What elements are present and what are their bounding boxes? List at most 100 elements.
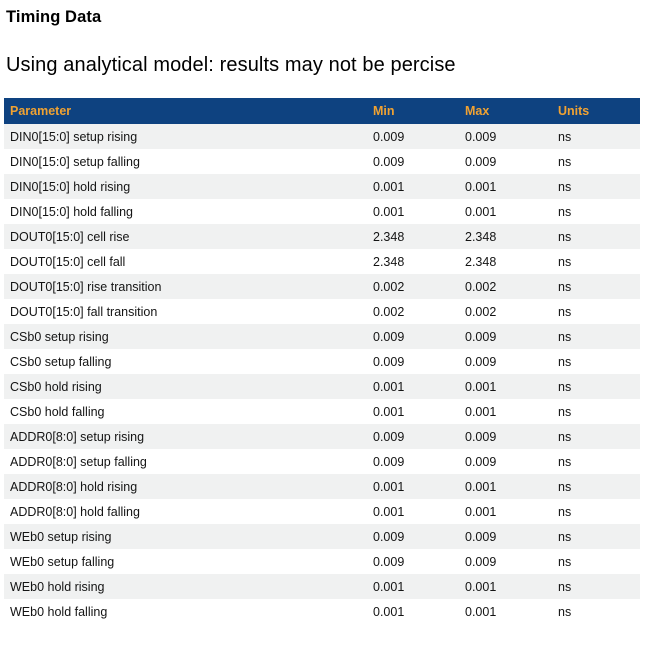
table-row: WEb0 setup rising 0.009 0.009 ns xyxy=(4,524,640,549)
timing-data-table: Parameter Min Max Units DIN0[15:0] setup… xyxy=(4,98,640,624)
max-cell: 0.001 xyxy=(465,604,497,619)
parameter-cell: WEb0 hold rising xyxy=(10,579,105,594)
table-row: WEb0 hold rising 0.001 0.001 ns xyxy=(4,574,640,599)
table-header-row: Parameter Min Max Units xyxy=(4,98,640,124)
units-cell: ns xyxy=(558,504,572,519)
min-cell: 0.001 xyxy=(373,204,405,219)
table-row: CSb0 hold rising 0.001 0.001 ns xyxy=(4,374,640,399)
parameter-cell: DIN0[15:0] setup rising xyxy=(10,129,138,144)
parameter-cell: WEb0 setup rising xyxy=(10,529,112,544)
max-cell: 0.009 xyxy=(465,354,497,369)
table-row: ADDR0[8:0] setup rising 0.009 0.009 ns xyxy=(4,424,640,449)
parameter-cell: CSb0 hold falling xyxy=(10,404,105,419)
units-cell: ns xyxy=(558,579,572,594)
parameter-cell: DIN0[15:0] hold rising xyxy=(10,179,131,194)
parameter-cell: CSb0 setup rising xyxy=(10,329,109,344)
max-cell: 0.009 xyxy=(465,329,497,344)
units-cell: ns xyxy=(558,604,572,619)
column-header-units: Units xyxy=(552,98,640,124)
min-cell: 0.009 xyxy=(373,129,405,144)
table-row: CSb0 setup rising 0.009 0.009 ns xyxy=(4,324,640,349)
table-row: ADDR0[8:0] hold falling 0.001 0.001 ns xyxy=(4,499,640,524)
min-cell: 0.009 xyxy=(373,329,405,344)
min-cell: 0.009 xyxy=(373,529,405,544)
units-cell: ns xyxy=(558,429,572,444)
max-cell: 0.009 xyxy=(465,554,497,569)
max-cell: 0.001 xyxy=(465,404,497,419)
min-cell: 2.348 xyxy=(373,229,405,244)
min-cell: 0.009 xyxy=(373,454,405,469)
max-cell: 0.002 xyxy=(465,279,497,294)
units-cell: ns xyxy=(558,229,572,244)
units-cell: ns xyxy=(558,454,572,469)
units-cell: ns xyxy=(558,179,572,194)
parameter-cell: DOUT0[15:0] cell fall xyxy=(10,254,126,269)
parameter-cell: CSb0 setup falling xyxy=(10,354,112,369)
table-row: ADDR0[8:0] hold rising 0.001 0.001 ns xyxy=(4,474,640,499)
units-cell: ns xyxy=(558,279,572,294)
units-cell: ns xyxy=(558,154,572,169)
parameter-cell: ADDR0[8:0] setup falling xyxy=(10,454,147,469)
max-cell: 0.001 xyxy=(465,579,497,594)
table-row: CSb0 hold falling 0.001 0.001 ns xyxy=(4,399,640,424)
min-cell: 0.001 xyxy=(373,604,405,619)
page-title: Timing Data xyxy=(6,8,102,26)
min-cell: 2.348 xyxy=(373,254,405,269)
table-row: DIN0[15:0] setup rising 0.009 0.009 ns xyxy=(4,124,640,149)
max-cell: 0.001 xyxy=(465,204,497,219)
table-row: WEb0 setup falling 0.009 0.009 ns xyxy=(4,549,640,574)
units-cell: ns xyxy=(558,379,572,394)
parameter-cell: DOUT0[15:0] rise transition xyxy=(10,279,162,294)
min-cell: 0.001 xyxy=(373,379,405,394)
parameter-cell: ADDR0[8:0] hold rising xyxy=(10,479,138,494)
units-cell: ns xyxy=(558,404,572,419)
min-cell: 0.001 xyxy=(373,579,405,594)
column-header-max: Max xyxy=(459,98,552,124)
table-row: WEb0 hold falling 0.001 0.001 ns xyxy=(4,599,640,624)
parameter-cell: CSb0 hold rising xyxy=(10,379,102,394)
max-cell: 0.009 xyxy=(465,454,497,469)
max-cell: 0.009 xyxy=(465,529,497,544)
max-cell: 0.001 xyxy=(465,504,497,519)
column-header-min: Min xyxy=(367,98,459,124)
max-cell: 2.348 xyxy=(465,229,497,244)
table-row: DOUT0[15:0] cell rise 2.348 2.348 ns xyxy=(4,224,640,249)
parameter-cell: DOUT0[15:0] cell rise xyxy=(10,229,130,244)
min-cell: 0.009 xyxy=(373,154,405,169)
max-cell: 0.009 xyxy=(465,129,497,144)
min-cell: 0.002 xyxy=(373,279,405,294)
units-cell: ns xyxy=(558,329,572,344)
parameter-cell: DIN0[15:0] setup falling xyxy=(10,154,140,169)
units-cell: ns xyxy=(558,304,572,319)
parameter-cell: DOUT0[15:0] fall transition xyxy=(10,304,158,319)
min-cell: 0.001 xyxy=(373,504,405,519)
table-row: DIN0[15:0] setup falling 0.009 0.009 ns xyxy=(4,149,640,174)
max-cell: 0.001 xyxy=(465,379,497,394)
min-cell: 0.001 xyxy=(373,479,405,494)
table-header: Parameter Min Max Units xyxy=(4,98,640,124)
min-cell: 0.001 xyxy=(373,179,405,194)
min-cell: 0.009 xyxy=(373,554,405,569)
table-body: DIN0[15:0] setup rising 0.009 0.009 ns DIN0[… xyxy=(4,124,640,624)
min-cell: 0.009 xyxy=(373,354,405,369)
units-cell: ns xyxy=(558,204,572,219)
units-cell: ns xyxy=(558,354,572,369)
units-cell: ns xyxy=(558,254,572,269)
column-header-parameter: Parameter xyxy=(4,98,367,124)
min-cell: 0.009 xyxy=(373,429,405,444)
min-cell: 0.002 xyxy=(373,304,405,319)
parameter-cell: DIN0[15:0] hold falling xyxy=(10,204,133,219)
table-row: DOUT0[15:0] cell fall 2.348 2.348 ns xyxy=(4,249,640,274)
table-row: DOUT0[15:0] fall transition 0.002 0.002 ns xyxy=(4,299,640,324)
units-cell: ns xyxy=(558,129,572,144)
max-cell: 0.002 xyxy=(465,304,497,319)
units-cell: ns xyxy=(558,479,572,494)
table-row: DIN0[15:0] hold rising 0.001 0.001 ns xyxy=(4,174,640,199)
max-cell: 0.009 xyxy=(465,429,497,444)
max-cell: 0.009 xyxy=(465,154,497,169)
parameter-cell: ADDR0[8:0] setup rising xyxy=(10,429,145,444)
table-row: DIN0[15:0] hold falling 0.001 0.001 ns xyxy=(4,199,640,224)
units-cell: ns xyxy=(558,554,572,569)
table-row: CSb0 setup falling 0.009 0.009 ns xyxy=(4,349,640,374)
parameter-cell: WEb0 hold falling xyxy=(10,604,108,619)
